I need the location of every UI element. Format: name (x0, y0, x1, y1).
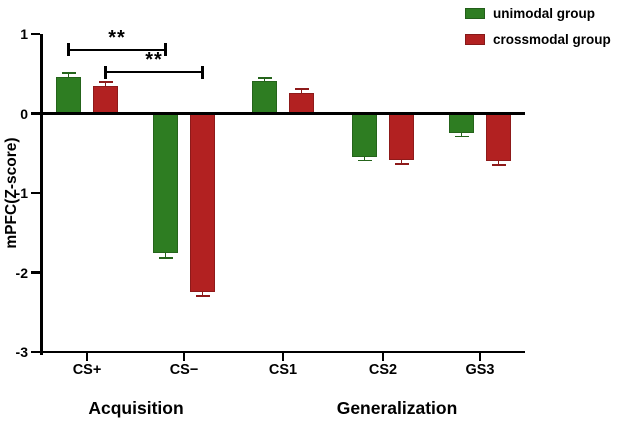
sig-bracket-2-cap-1 (104, 65, 107, 79)
y-tick-label--1: -1 (15, 185, 28, 201)
sig-label-2: ** (145, 49, 163, 72)
error-bar-unimodal-CS+ (67, 72, 70, 77)
bar-crossmodal-CS− (190, 113, 215, 293)
y-tick-1 (31, 32, 40, 36)
y-tick-label-0: 0 (20, 105, 28, 122)
error-bar-crossmodal-CS− (201, 292, 204, 297)
sig-bracket-1-cap-2 (164, 43, 167, 57)
error-cap-crossmodal-CS1 (294, 87, 309, 90)
error-bar-unimodal-CS1 (263, 77, 266, 81)
y-tick-label--2: -2 (15, 264, 28, 281)
bar-crossmodal-GS3 (486, 113, 511, 162)
error-cap-unimodal-CS− (158, 257, 173, 260)
error-bar-unimodal-CS2 (363, 157, 366, 161)
sig-bracket-1-cap-1 (67, 43, 70, 57)
legend-swatch-unimodal (465, 7, 485, 19)
legend-item-crossmodal: crossmodal group (465, 26, 611, 52)
sig-label-1: ** (108, 26, 126, 49)
error-cap-unimodal-GS3 (454, 135, 469, 138)
bar-unimodal-CS2 (352, 113, 377, 158)
x-tick-label-CS−: CS− (169, 362, 199, 378)
bar-unimodal-CS+ (56, 76, 81, 114)
x-tick-label-CS+: CS+ (72, 362, 102, 378)
chart-legend: unimodal group crossmodal group (465, 0, 611, 52)
bar-unimodal-GS3 (449, 113, 474, 134)
bar-unimodal-CS1 (252, 80, 277, 114)
error-cap-crossmodal-CS2 (394, 163, 409, 166)
bar-crossmodal-CS1 (289, 92, 314, 114)
x-tick-CS+ (85, 353, 89, 362)
x-tick-CS1 (281, 353, 285, 362)
error-bar-crossmodal-CS1 (300, 88, 303, 93)
bar-crossmodal-CS2 (389, 113, 414, 160)
legend-swatch-crossmodal (465, 33, 485, 45)
y-tick--2 (31, 271, 40, 274)
legend-label-crossmodal: crossmodal group (493, 31, 611, 47)
x-tick-GS3 (478, 353, 482, 362)
error-cap-crossmodal-CS+ (98, 80, 113, 83)
error-bar-crossmodal-CS2 (400, 159, 403, 165)
bar-unimodal-CS− (153, 113, 178, 253)
error-bar-unimodal-GS3 (460, 133, 463, 137)
legend-label-unimodal: unimodal group (493, 5, 595, 21)
phase-label-generalization: Generalization (336, 398, 458, 418)
error-cap-crossmodal-GS3 (491, 164, 506, 167)
error-bar-crossmodal-CS+ (104, 81, 107, 87)
y-tick-0 (31, 112, 40, 115)
y-tick-label-1: 1 (20, 26, 28, 42)
y-tick--3 (31, 350, 40, 354)
y-tick-label--3: -3 (15, 344, 28, 360)
x-tick-label-CS1: CS1 (268, 362, 298, 378)
error-cap-crossmodal-CS− (195, 295, 210, 298)
x-tick-label-CS2: CS2 (368, 362, 398, 378)
legend-item-unimodal: unimodal group (465, 0, 611, 26)
error-cap-unimodal-CS2 (357, 159, 372, 162)
error-bar-crossmodal-GS3 (497, 161, 500, 166)
y-axis-line (40, 34, 43, 355)
x-tick-CS− (182, 353, 186, 362)
sig-bracket-1 (68, 48, 166, 52)
error-cap-unimodal-CS+ (61, 72, 76, 74)
sig-bracket-2-cap-2 (201, 65, 204, 79)
zero-baseline (40, 112, 525, 115)
x-tick-CS2 (381, 353, 385, 362)
x-tick-label-GS3: GS3 (465, 362, 495, 378)
x-axis-line (40, 350, 525, 354)
phase-label-acquisition: Acquisition (88, 398, 184, 418)
bar-crossmodal-CS+ (93, 86, 118, 114)
sig-bracket-2 (105, 70, 203, 74)
error-bar-unimodal-CS− (164, 252, 167, 259)
y-tick--1 (31, 191, 40, 195)
error-cap-unimodal-CS1 (257, 76, 272, 79)
